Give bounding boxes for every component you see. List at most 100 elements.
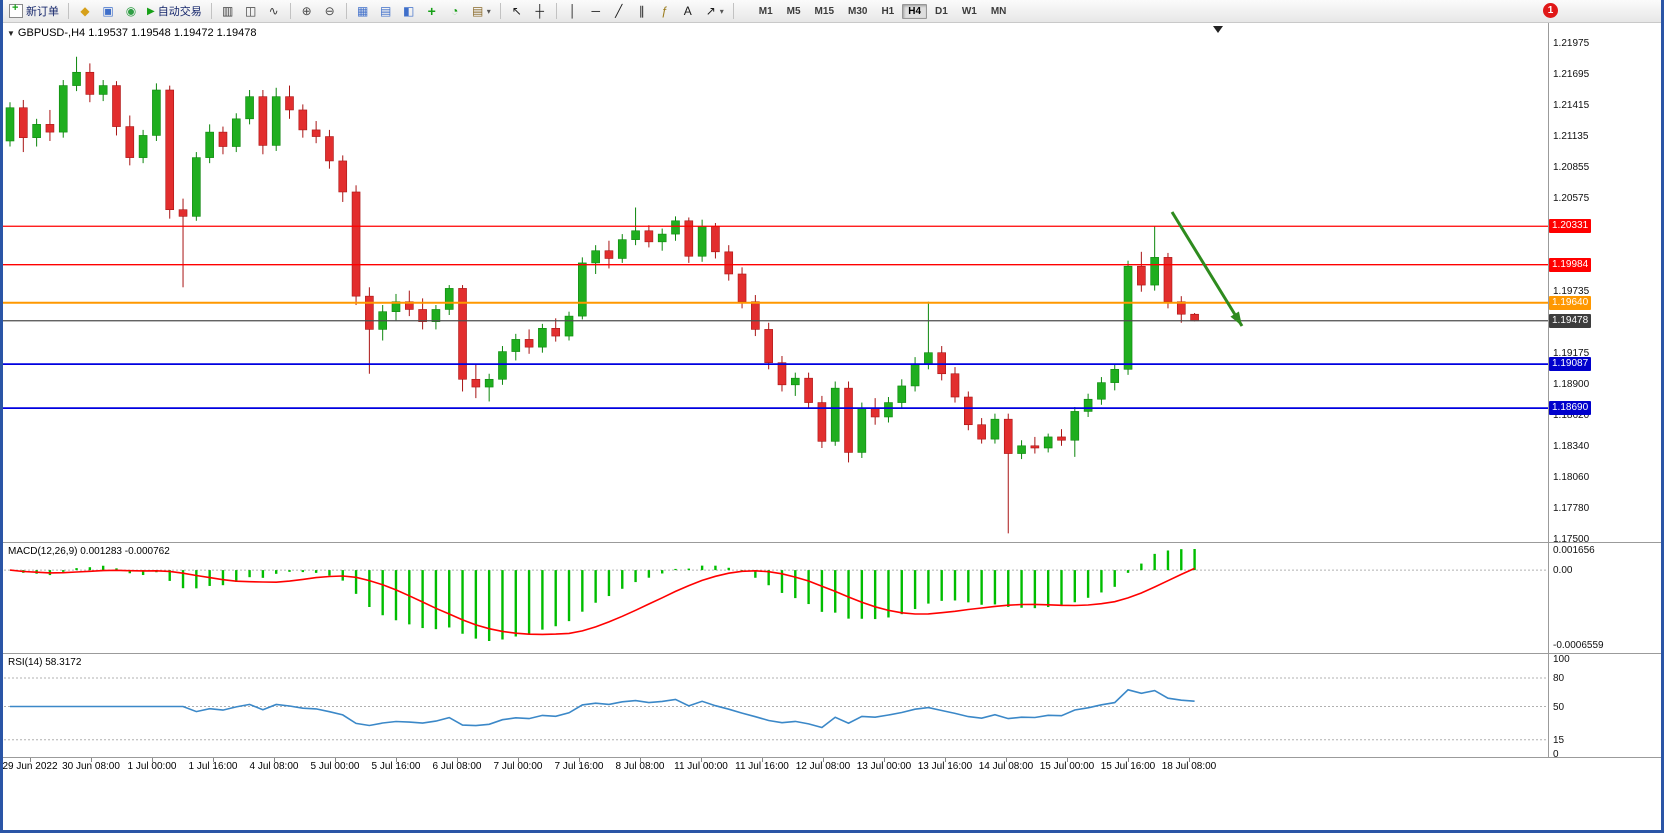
periods-icon: ◔ bbox=[451, 4, 459, 18]
time-axis-tick bbox=[1067, 758, 1068, 762]
periods-button[interactable]: ◔ bbox=[444, 1, 466, 21]
rsi-axis-label: 15 bbox=[1553, 734, 1565, 746]
templates-button[interactable]: ▤ ▾ bbox=[467, 1, 495, 21]
price-axis-label: 1.20855 bbox=[1553, 162, 1590, 174]
price-line-badge: 1.19640 bbox=[1549, 295, 1592, 310]
time-axis-label: 11 Jul 00:00 bbox=[674, 761, 728, 772]
timeframe-m5-button[interactable]: M5 bbox=[786, 5, 801, 17]
equidistant-channel-icon: ∥ bbox=[638, 4, 645, 18]
horizontal-line-icon: ─ bbox=[591, 4, 600, 18]
equidistant-channel-button[interactable]: ∥ bbox=[631, 1, 653, 21]
price-axis-label: 1.18340 bbox=[1553, 440, 1590, 452]
time-axis-label: 18 Jul 08:00 bbox=[1161, 761, 1217, 772]
horizontal-lines[interactable] bbox=[0, 225, 1548, 410]
macd-axis-label: 0.00 bbox=[1553, 565, 1573, 577]
time-axis-tick bbox=[823, 758, 824, 762]
zoom-in-button[interactable]: ⊕ bbox=[296, 1, 318, 21]
time-axis-tick bbox=[640, 758, 641, 762]
timeframe-m30-button[interactable]: M30 bbox=[848, 5, 868, 17]
timeframe-m1-button[interactable]: M1 bbox=[758, 5, 773, 17]
zoom-out-button[interactable]: ⊖ bbox=[319, 1, 341, 21]
scroll-marker-icon bbox=[1213, 26, 1223, 33]
horizontal-line-button[interactable]: ─ bbox=[585, 1, 607, 21]
pane-separator[interactable] bbox=[0, 653, 1664, 654]
line-chart-mode-button[interactable]: ∿ bbox=[263, 1, 285, 21]
price-axis-label: 1.21975 bbox=[1553, 38, 1590, 49]
pane-separator bbox=[0, 757, 1664, 758]
indicators-button[interactable]: + bbox=[421, 1, 443, 21]
chart-marker-icon: ▼ bbox=[7, 29, 15, 38]
candlestick-mode-icon: ◫ bbox=[245, 4, 257, 18]
fibonacci-icon: ƒ bbox=[661, 4, 669, 18]
macd-panel[interactable] bbox=[0, 543, 1548, 653]
timeframe-d1-button[interactable]: D1 bbox=[935, 5, 948, 17]
arrange-windows-icon: ◧ bbox=[403, 4, 415, 18]
arrange-windows-button[interactable]: ◧ bbox=[398, 1, 420, 21]
time-axis-label: 13 Jul 00:00 bbox=[856, 761, 912, 772]
time-axis-label: 30 Jun 08:00 bbox=[62, 761, 120, 772]
templates-icon: ▤ bbox=[472, 4, 484, 18]
symbol-label: ▼ GBPUSD-,H4 1.19537 1.19548 1.19472 1.19… bbox=[7, 27, 256, 39]
timeframe-group: M1 M5 M15 M30 H1 H4 D1 W1 MN bbox=[753, 3, 1013, 19]
time-axis-label: 13 Jul 16:00 bbox=[917, 761, 973, 772]
toolbar-separator bbox=[499, 3, 501, 19]
macd-signal-line bbox=[9, 567, 1195, 636]
symbol-ohlc-text: GBPUSD-,H4 1.19537 1.19548 1.19472 1.194… bbox=[17, 27, 257, 39]
tile-windows-button[interactable]: ▦ bbox=[352, 1, 374, 21]
timeframe-w1-button[interactable]: W1 bbox=[961, 5, 977, 17]
time-axis-label: 5 Jul 00:00 bbox=[310, 761, 360, 772]
dropdown-arrow-icon: ▾ bbox=[719, 6, 724, 16]
market-watch-button[interactable]: ◆ bbox=[74, 1, 96, 21]
text-icon: A bbox=[683, 4, 692, 18]
candles-series bbox=[5, 56, 1199, 534]
text-button[interactable]: A bbox=[677, 1, 699, 21]
price-line-badge: 1.19478 bbox=[1549, 313, 1592, 328]
cascade-windows-button[interactable]: ▤ bbox=[375, 1, 397, 21]
rsi-axis-label: 80 bbox=[1553, 673, 1565, 684]
rsi-axis-label: 0 bbox=[1553, 749, 1559, 760]
macd-axis-label: -0.0006559 bbox=[1553, 640, 1604, 651]
navigator-button[interactable]: ▣ bbox=[97, 1, 119, 21]
price-axis-label: 1.19735 bbox=[1553, 286, 1590, 298]
timeframe-h4-button[interactable]: H4 bbox=[902, 3, 928, 19]
rsi-indicator-label: RSI(14) 58.3172 bbox=[8, 657, 82, 668]
crosshair-button[interactable]: ┼ bbox=[529, 1, 551, 21]
price-axis-label: 1.18620 bbox=[1553, 409, 1590, 421]
new-order-button[interactable]: 新订单 bbox=[5, 1, 63, 21]
arrows-button[interactable]: ↗ ▾ bbox=[700, 1, 728, 21]
autotrading-button[interactable]: ▶ 自动交易 bbox=[143, 1, 206, 21]
time-axis-tick bbox=[274, 758, 275, 762]
price-axis-label: 1.20575 bbox=[1553, 193, 1590, 205]
timeframe-h1-button[interactable]: H1 bbox=[881, 5, 895, 17]
toolbar-separator bbox=[68, 3, 69, 19]
autotrading-label: 自动交易 bbox=[157, 6, 202, 18]
fibonacci-button[interactable]: ƒ bbox=[654, 1, 676, 21]
timeframe-m15-button[interactable]: M15 bbox=[814, 5, 834, 17]
time-axis-tick bbox=[945, 758, 946, 762]
pane-separator[interactable] bbox=[0, 542, 1664, 543]
cursor-button[interactable]: ↖ bbox=[506, 1, 528, 21]
notification-badge[interactable]: 1 bbox=[1543, 3, 1558, 18]
timeframe-mn-button[interactable]: MN bbox=[990, 5, 1007, 17]
terminal-button[interactable]: ◉ bbox=[120, 1, 142, 21]
time-axis-tick bbox=[152, 758, 153, 762]
time-axis-tick bbox=[518, 758, 519, 762]
price-axis-label: 1.17500 bbox=[1553, 534, 1590, 545]
bar-chart-mode-button[interactable]: ▥ bbox=[217, 1, 239, 21]
candlestick-chart[interactable] bbox=[0, 23, 1548, 542]
trendline-button[interactable]: ╱ bbox=[608, 1, 630, 21]
time-axis-tick bbox=[457, 758, 458, 762]
candlestick-mode-button[interactable]: ◫ bbox=[240, 1, 262, 21]
rsi-axis-label: 50 bbox=[1553, 701, 1565, 713]
time-axis-tick bbox=[1006, 758, 1007, 762]
time-axis-label: 15 Jul 00:00 bbox=[1039, 761, 1095, 772]
rsi-panel[interactable] bbox=[0, 654, 1548, 757]
vertical-line-button[interactable]: │ bbox=[562, 1, 584, 21]
trend-arrow[interactable] bbox=[1170, 211, 1244, 327]
macd-indicator-label: MACD(12,26,9) 0.001283 -0.000762 bbox=[8, 546, 170, 557]
time-axis-tick bbox=[213, 758, 214, 762]
vertical-line-icon: │ bbox=[568, 4, 577, 18]
time-axis-label: 29 Jun 2022 bbox=[2, 761, 58, 772]
price-axis-label: 1.18900 bbox=[1553, 378, 1590, 390]
new-order-icon bbox=[9, 2, 23, 18]
